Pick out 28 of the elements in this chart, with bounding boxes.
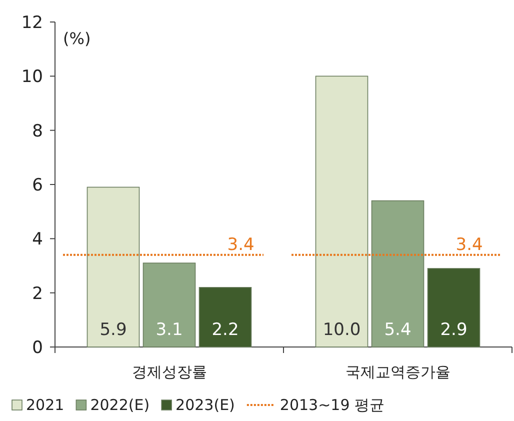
data-label: 2.2: [212, 320, 239, 340]
bar: [371, 200, 424, 348]
y-tick-label: 0: [32, 338, 43, 358]
y-tick-label: 2: [32, 284, 43, 304]
data-label: 5.9: [100, 320, 127, 340]
annotation: 3.4: [456, 234, 483, 255]
y-axis-title: (%): [63, 29, 91, 48]
bar: [427, 268, 480, 348]
bar: [198, 287, 252, 348]
y-tick-label: 6: [32, 176, 43, 196]
legend-label: 2022(E): [90, 396, 150, 414]
bar: [86, 186, 140, 348]
y-tick-label: 8: [32, 121, 43, 142]
data-label: 3.1: [156, 320, 183, 340]
bar: [142, 262, 196, 348]
y-tick-label: 12: [21, 13, 43, 33]
legend-label: 2021: [26, 396, 64, 414]
annotation: 3.4: [227, 234, 254, 255]
x-tick-label: 국제교역증가율: [345, 363, 450, 381]
data-label: 5.4: [384, 320, 412, 340]
legend-label: 2023(E): [176, 396, 235, 414]
x-tick-label: 경제성장률: [132, 363, 207, 381]
data-label: 10.0: [322, 320, 361, 340]
legend-label: 2013~19 평균: [280, 396, 385, 414]
data-label: 2.9: [440, 320, 468, 340]
bar: [315, 76, 368, 348]
y-tick-label: 10: [21, 67, 43, 88]
y-tick-label: 4: [32, 230, 43, 250]
